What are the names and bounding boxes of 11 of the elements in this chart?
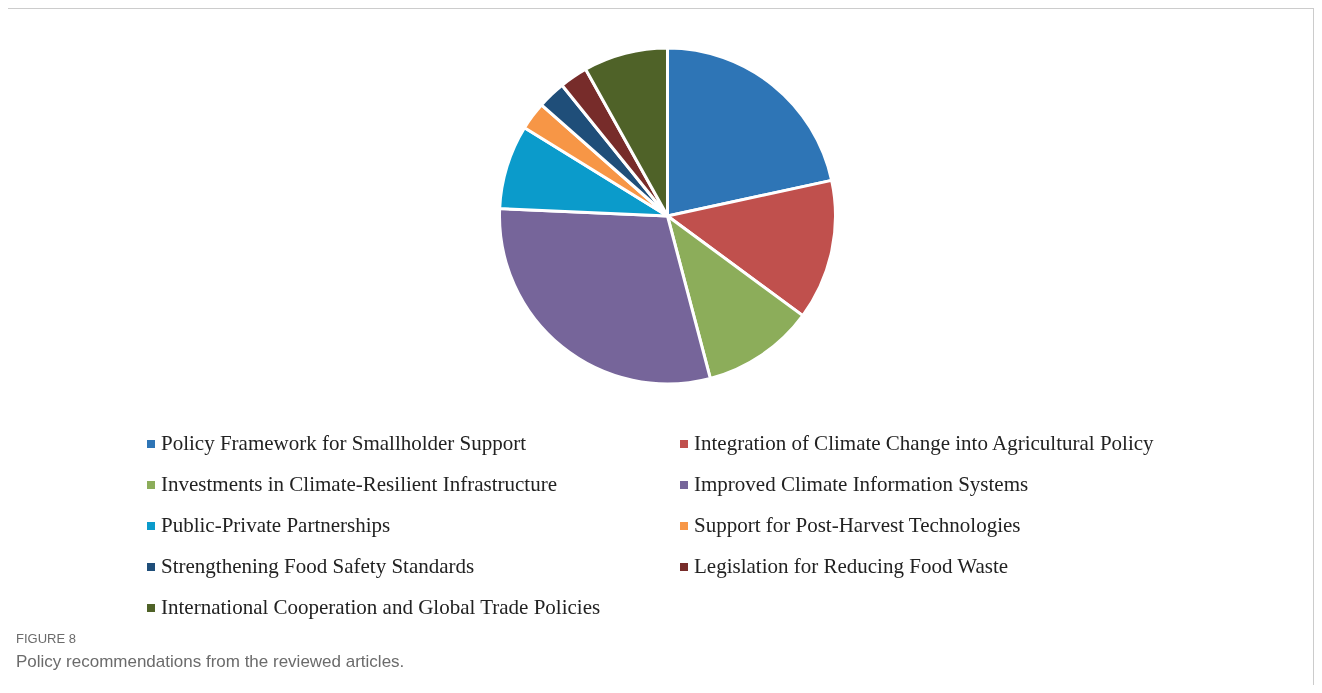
- legend-label: Investments in Climate-Resilient Infrastructure: [161, 472, 557, 497]
- legend-label: Improved Climate Information Systems: [694, 472, 1029, 497]
- text: Policy recommendations from the reviewed articles.: [16, 651, 405, 673]
- legend-label: Public-Private Partnerships: [161, 513, 391, 538]
- legend-label: Support for Post-Harvest Technologies: [694, 513, 1021, 538]
- legend-label: Policy Framework for Smallholder Support: [161, 431, 527, 456]
- legend-label: Integration of Climate Change into Agricultural Policy: [694, 431, 1154, 456]
- legend-label: International Cooperation and Global Trade Policies: [161, 595, 601, 620]
- legend-label: Strengthening Food Safety Standards: [161, 554, 475, 579]
- caption: FIGURE 8: [16, 630, 77, 648]
- legend-label: Legislation for Reducing Food Waste: [694, 554, 1009, 579]
